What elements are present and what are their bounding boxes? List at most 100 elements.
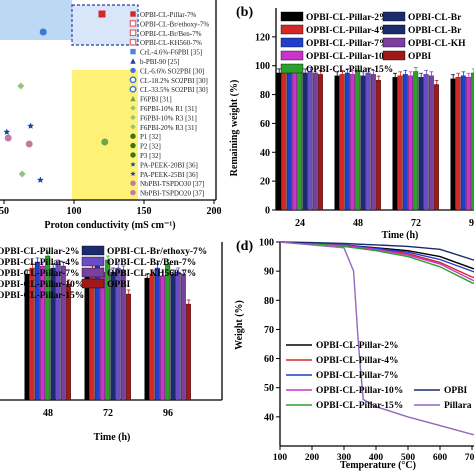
panel-a-legend-label: F6PBI-20% R3 [31]: [140, 124, 197, 132]
bar: [154, 267, 160, 401]
panel-a-legend-label: PA-PEEK-25BI [36]: [140, 171, 198, 179]
bar: [370, 74, 376, 211]
legend-swatch: [382, 37, 406, 48]
legend-swatch: [382, 24, 406, 35]
bar: [286, 69, 292, 211]
legend-label: OPBI-CL-Pillar-7%: [0, 269, 80, 279]
legend-swatch: [81, 245, 105, 256]
panel-b-x-label: Time (h): [382, 230, 419, 241]
bar: [402, 74, 408, 211]
legend-label: OPBI-CL-Pillar-2%: [306, 13, 389, 23]
panel-a-legend-marker: [130, 171, 136, 176]
legend-label: OPBI-CL-Pillar-2%: [316, 341, 399, 351]
y-tick-label: 90: [264, 267, 274, 278]
bar: [392, 77, 398, 211]
panel-a-legend-label: CL-33.5% SO2PBI [30]: [140, 86, 208, 94]
bar: [350, 74, 355, 211]
panel-a-yellow-region: [72, 70, 138, 200]
bar: [434, 84, 439, 211]
panel-a-legend-label: OPBI-CL-KH560-7%: [140, 39, 202, 47]
series-line: [279, 241, 474, 282]
series-line: [279, 241, 474, 261]
bar: [144, 277, 150, 401]
legend-label: OPBI-CL-Pillar-15%: [0, 291, 84, 301]
panel-a-point-7: [101, 138, 109, 146]
bar: [428, 75, 434, 211]
bar: [423, 74, 429, 211]
panel-a-legend-label: OPBI-CL-Pillar-7%: [140, 11, 196, 19]
y-tick-label: 60: [260, 119, 270, 130]
panel-a-x-tick-label: 200: [207, 206, 222, 217]
panel-a-point-5: [4, 134, 12, 142]
bar: [165, 263, 171, 401]
bar: [344, 72, 350, 211]
legend-label: OPBI-CL-Pillar-4%: [306, 26, 389, 36]
legend-label: OPBI: [408, 52, 432, 62]
legend-swatch: [81, 267, 105, 278]
legend-swatch: [280, 11, 304, 22]
y-tick-label: 120: [255, 32, 270, 43]
y-tick-label: 60: [264, 354, 274, 365]
panel-a-x-tick-label: 150: [137, 206, 152, 217]
panel-a-point-8: [18, 170, 26, 178]
legend-swatch: [81, 256, 105, 267]
panel-a-point-9: [37, 176, 44, 183]
y-tick-label: 80: [264, 296, 274, 307]
legend-swatch: [382, 50, 406, 61]
bar: [418, 77, 424, 211]
bar: [281, 71, 287, 211]
panel-a-legend-marker: [130, 161, 136, 167]
panel-a-legend-label: P2 [32]: [140, 143, 161, 151]
legend-label: OPBI-CL-Pillar-2%: [0, 247, 80, 257]
legend-label: OPBI-CL-Pillar-4%: [316, 356, 399, 366]
y-tick-label: 20: [260, 177, 270, 188]
x-tick-label: 100: [273, 453, 288, 463]
panel-a-legend-marker: [130, 124, 136, 130]
panel-a-point-0: [98, 10, 106, 18]
bar: [365, 72, 371, 211]
panel-b-y-label: Remaining weight (%): [229, 80, 240, 177]
panel-a-legend-label: P3 [32]: [140, 152, 161, 160]
x-tick-label: 400: [369, 453, 384, 463]
panel-b-letter: (b): [236, 5, 253, 20]
bar: [339, 74, 345, 211]
bar: [302, 72, 308, 211]
panel-d-y-label: Weight (%): [234, 300, 245, 350]
legend-label: OPBI-CL-Pillar-10%: [306, 52, 393, 62]
panel-a-legend-marker: [130, 114, 136, 121]
bar: [413, 71, 419, 211]
panel-a-legend-marker: [130, 67, 136, 74]
legend-swatch: [280, 50, 304, 61]
panel-a-legend-marker: [130, 105, 136, 111]
bar: [292, 71, 297, 211]
y-tick-label: 50: [264, 383, 274, 394]
panel-c: OPBI-CL-Pillar-2% OPBI-CL-Br/ethoxy-7%OPB…: [0, 242, 223, 443]
category-tick-label: 96: [469, 218, 474, 229]
series-line: [279, 241, 474, 273]
legend-label: Pillara: [444, 401, 472, 411]
category-tick-label: 48: [353, 218, 363, 229]
panel-a-legend-marker: [130, 95, 136, 102]
bar: [318, 74, 323, 211]
bar: [170, 273, 176, 401]
category-tick-label: 48: [43, 408, 53, 419]
panel-a-legend-label: F6PBI-10% R3 [31]: [140, 114, 197, 122]
panel-a-point-1: [39, 28, 47, 36]
legend-label: OPBI: [107, 280, 131, 290]
legend-label: OPBI-CL-Pillar-10%: [0, 280, 84, 290]
legend-label: OPBI-CL-Pillar-15%: [306, 65, 393, 75]
panel-a-legend-marker: [130, 142, 136, 149]
panel-a-legend-marker: [130, 58, 136, 64]
panel-a-legend-marker: [130, 152, 136, 158]
legend-swatch: [280, 63, 304, 74]
panel-a-legend-label: NbPBI-TSPDO30 [37]: [140, 180, 204, 188]
category-tick-label: 24: [295, 218, 305, 229]
bar: [276, 72, 282, 211]
legend-swatch: [382, 11, 406, 22]
legend-label: OPBI-CL-Pillar-10%: [316, 386, 403, 396]
bar: [100, 271, 105, 401]
bar: [307, 71, 313, 211]
x-tick-label: 600: [433, 453, 448, 463]
bar: [312, 72, 318, 211]
